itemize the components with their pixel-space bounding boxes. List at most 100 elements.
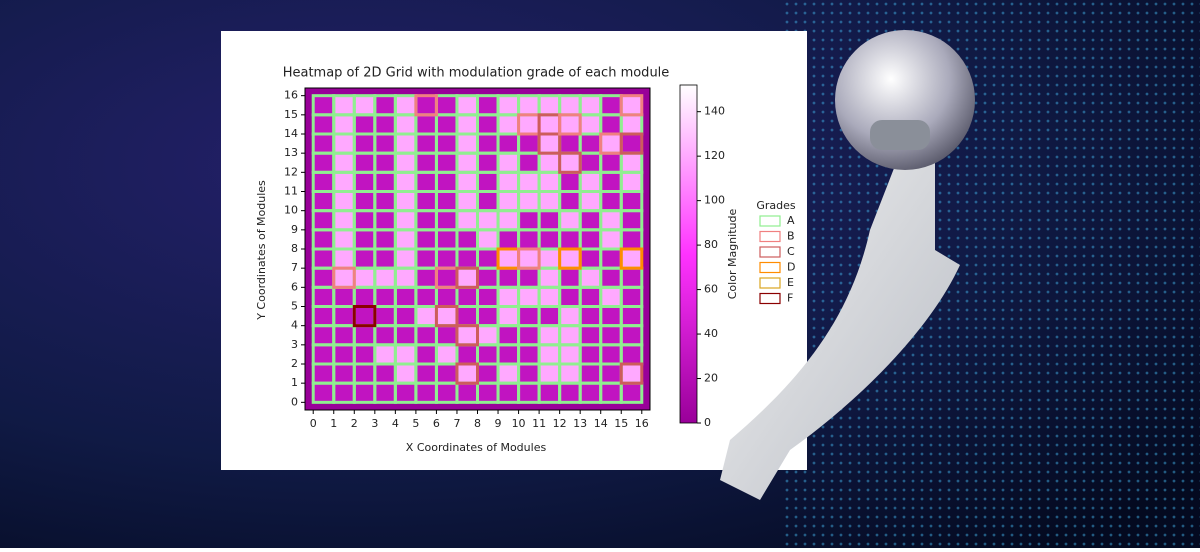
heatmap-cell [559,95,581,115]
colorbar-tick-label: 60 [704,283,718,296]
heatmap-cell [477,344,499,364]
y-tick-label: 2 [291,357,298,370]
heatmap-cell [333,364,355,384]
heatmap-cell [374,210,396,230]
heatmap-cell [477,325,499,345]
x-tick-label: 6 [433,417,440,430]
legend-swatch [759,292,781,305]
heatmap-cell [600,134,622,154]
y-tick-label: 4 [291,319,298,332]
heatmap-cell [539,325,560,345]
heatmap-cell [354,249,375,269]
legend-label: B [787,230,795,243]
heatmap-cell [600,287,622,307]
y-tick-label: 5 [291,300,298,313]
heatmap-cell [518,210,540,230]
heatmap-cell [498,268,519,288]
heatmap-cell [313,344,334,364]
heatmap-cell [436,306,457,326]
heatmap-cell [580,229,601,249]
heatmap-cell [313,364,334,384]
heatmap-cell [456,191,478,211]
heatmap-cell [374,249,396,269]
heatmap-cell [518,383,540,403]
heatmap-cell [415,134,437,154]
heatmap-cell [477,287,499,307]
heatmap-cell [333,172,355,192]
x-tick-label: 10 [512,417,526,430]
heatmap-cell [354,95,375,115]
heatmap-cell [436,364,457,384]
legend-label: C [787,245,795,258]
heatmap-cell [333,134,355,154]
module-grade-outline [414,94,438,117]
heatmap-cell [559,364,581,384]
heatmap-cell [333,210,355,230]
heatmap-cell [313,287,334,307]
heatmap-cell [539,229,560,249]
heatmap-cell [600,210,622,230]
heatmap-cell [621,364,642,384]
colorbar-tick-label: 40 [704,327,718,340]
heatmap-cell [354,383,375,403]
heatmap-cell [498,114,519,134]
heatmap-cell [539,95,560,115]
y-tick-label: 16 [284,89,298,102]
heatmap-cell [333,383,355,403]
heatmap-cell [539,134,560,154]
x-tick-label: 3 [371,417,378,430]
heatmap-cell [354,114,375,134]
heatmap-cell [374,191,396,211]
heatmap-cell [395,249,416,269]
heatmap-cell [395,210,416,230]
heatmap-cell [333,306,355,326]
heatmap-cell [374,344,396,364]
heatmap-cell [456,153,478,173]
heatmap-cell [580,191,601,211]
heatmap-cell [621,172,642,192]
heatmap-cell [539,383,560,403]
heatmap-cell [477,268,499,288]
heatmap-cell [395,95,416,115]
heatmap-cell [559,383,581,403]
heatmap-cell [313,325,334,345]
heatmap-cell [456,287,478,307]
heatmap-cell [395,306,416,326]
x-tick-label: 0 [310,417,317,430]
heatmap-cell [477,210,499,230]
y-tick-label: 11 [284,185,298,198]
heatmap-cell [456,229,478,249]
heatmap-cell [415,306,437,326]
heatmap-cell [395,268,416,288]
heatmap-cell [539,364,560,384]
heatmap-cell [456,249,478,269]
heatmap-cell [415,287,437,307]
heatmap-cell [313,210,334,230]
heatmap-cell [518,268,540,288]
heatmap-cell [559,306,581,326]
legend-title: Grades [756,199,796,212]
heatmap-cell [436,210,457,230]
heatmap-cell [436,268,457,288]
heatmap-cell [313,191,334,211]
heatmap-cell [580,172,601,192]
x-tick-label: 12 [553,417,567,430]
heatmap-cell [477,191,499,211]
heatmap-cell [395,383,416,403]
colorbar-tick-label: 120 [704,149,725,162]
heatmap-cell [395,325,416,345]
colorbar-tick-label: 80 [704,238,718,251]
heatmap-cell [354,191,375,211]
heatmap-cell [313,306,334,326]
heatmap-cell [600,268,622,288]
heatmap-cell [395,153,416,173]
heatmap-cell [415,249,437,269]
heatmap-cell [415,268,437,288]
heatmap-cell [354,344,375,364]
heatmap-cell [313,114,334,134]
y-tick-label: 3 [291,338,298,351]
heatmap-cell [600,153,622,173]
heatmap-cell [313,153,334,173]
heatmap-cell [477,114,499,134]
